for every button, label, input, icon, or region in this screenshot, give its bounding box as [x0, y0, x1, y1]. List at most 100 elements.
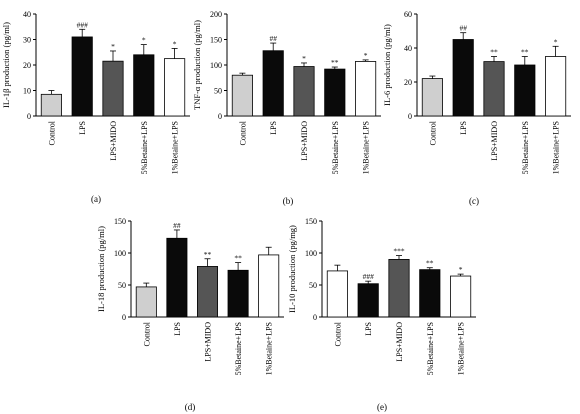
significance-label: *: [554, 37, 558, 46]
bar: [357, 283, 379, 318]
bar: [293, 66, 315, 117]
bar: [388, 258, 410, 318]
significance-label: ##: [459, 24, 467, 33]
y-tick-label: 150: [114, 217, 126, 226]
significance-label: ***: [393, 247, 405, 256]
bar: [450, 275, 472, 318]
category-label: Control: [47, 120, 56, 145]
chart-panel-1: 0 10 20 30 40 IL-1β production (pg/ml) Control…: [1, 10, 190, 204]
panel-label: (d): [185, 402, 196, 412]
bar: [419, 269, 441, 318]
category-label: 1%Betaine+LPS: [362, 121, 371, 174]
category-label: 1%Betaine+LPS: [265, 322, 274, 375]
significance-label: **: [234, 254, 242, 263]
y-tick-label: 150: [305, 217, 317, 226]
chart-panel-2: 0 50 100 150 200 TNF-α production (pg/ml) Cont…: [192, 10, 381, 206]
bar: [40, 93, 62, 117]
category-label: 5%Betaine+LPS: [234, 322, 243, 375]
y-tick-label: 20: [404, 78, 412, 87]
category-label: LPS: [78, 121, 87, 135]
y-tick-label: 20: [23, 61, 31, 70]
y-tick-label: 50: [118, 281, 126, 290]
significance-label: *: [111, 42, 115, 51]
category-label: Control: [238, 120, 247, 145]
chart-panel-4: 0 50 100 150 IL-18 production (pg/ml) Control…: [96, 217, 284, 412]
significance-label: **: [490, 48, 498, 57]
y-tick-label: 50: [309, 281, 317, 290]
significance-label: ##: [269, 34, 277, 43]
bar: [231, 74, 253, 117]
category-label: Control: [428, 120, 437, 145]
y-tick-label: 50: [214, 87, 222, 96]
bar: [258, 254, 280, 318]
significance-label: ###: [77, 20, 89, 29]
bar: [166, 237, 188, 318]
category-label: LPS+MIDO: [204, 322, 213, 362]
category-label: LPS+MIDO: [395, 322, 404, 362]
y-tick-label: 10: [23, 87, 31, 96]
bar: [421, 78, 443, 117]
significance-label: **: [331, 58, 339, 67]
y-tick-label: 100: [210, 61, 222, 70]
significance-label: ###: [363, 272, 375, 281]
significance-label: *: [459, 265, 463, 274]
significance-label: **: [426, 259, 434, 268]
significance-label: *: [364, 51, 368, 60]
bar: [102, 60, 124, 117]
category-label: LPS+MIDO: [490, 121, 499, 161]
category-label: LPS: [173, 322, 182, 336]
bar: [227, 269, 249, 318]
y-tick-label: 30: [23, 36, 31, 45]
y-tick-label: 150: [210, 36, 222, 45]
category-label: 5%Betaine+LPS: [331, 121, 340, 174]
significance-label: *: [302, 54, 306, 63]
y-tick-label: 100: [114, 249, 126, 258]
category-label: Control: [142, 321, 151, 346]
category-label: LPS: [459, 121, 468, 135]
bar: [135, 286, 157, 318]
significance-label: **: [204, 250, 212, 259]
y-axis-title: IL-18 production (pg/ml): [96, 226, 106, 312]
significance-label: *: [173, 39, 177, 48]
category-label: 5%Betaine+LPS: [521, 121, 530, 174]
y-axis-title: TNF-α production (pg/ml): [192, 20, 202, 110]
bar: [197, 266, 218, 318]
category-label: 1%Betaine+LPS: [552, 121, 561, 174]
y-tick-label: 0: [218, 112, 222, 121]
category-label: Control: [333, 321, 342, 346]
significance-label: *: [142, 36, 146, 45]
bar: [164, 58, 186, 117]
significance-label: ##: [173, 221, 181, 230]
panel-label: (b): [283, 196, 294, 206]
y-tick-label: 200: [210, 10, 222, 19]
category-label: LPS: [364, 322, 373, 336]
bar: [514, 64, 536, 117]
panel-label: (a): [91, 194, 101, 204]
bar: [133, 54, 155, 117]
panel-label: (e): [377, 402, 387, 412]
category-label: 5%Betaine+LPS: [426, 322, 435, 375]
chart-panel-5: 0 50 100 150 IL-10 production (pg/mg) Control…: [287, 217, 476, 412]
category-label: LPS: [269, 121, 278, 135]
category-label: 1%Betaine+LPS: [171, 121, 180, 174]
chart-panel-3: 0 20 40 60 IL-6 production (pg/ml) Control ## L…: [382, 10, 571, 206]
y-tick-label: 40: [404, 44, 412, 53]
bar: [483, 61, 505, 117]
category-label: LPS+MIDO: [109, 121, 118, 161]
bar: [355, 61, 377, 117]
category-label: 1%Betaine+LPS: [457, 322, 466, 375]
bar: [262, 50, 284, 117]
y-axis-title: IL-10 production (pg/mg): [287, 225, 297, 313]
bar: [324, 68, 346, 117]
bar: [326, 270, 348, 318]
y-axis-title: IL-6 production (pg/ml): [382, 24, 392, 106]
bar: [71, 36, 93, 117]
y-tick-label: 40: [23, 10, 31, 19]
y-tick-label: 0: [27, 112, 31, 121]
bar: [452, 39, 474, 117]
y-tick-label: 60: [404, 10, 412, 19]
y-tick-label: 0: [313, 313, 317, 322]
y-axis-title: IL-1β production (pg/ml): [1, 22, 11, 108]
category-label: 5%Betaine+LPS: [140, 121, 149, 174]
